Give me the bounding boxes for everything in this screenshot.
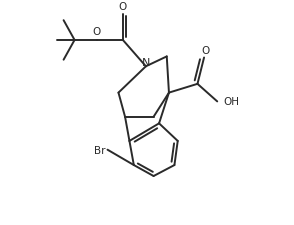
Text: Br: Br xyxy=(94,145,105,155)
Text: O: O xyxy=(119,2,127,12)
Text: O: O xyxy=(92,27,101,37)
Text: O: O xyxy=(201,46,209,56)
Text: N: N xyxy=(142,58,150,68)
Text: OH: OH xyxy=(223,97,239,107)
